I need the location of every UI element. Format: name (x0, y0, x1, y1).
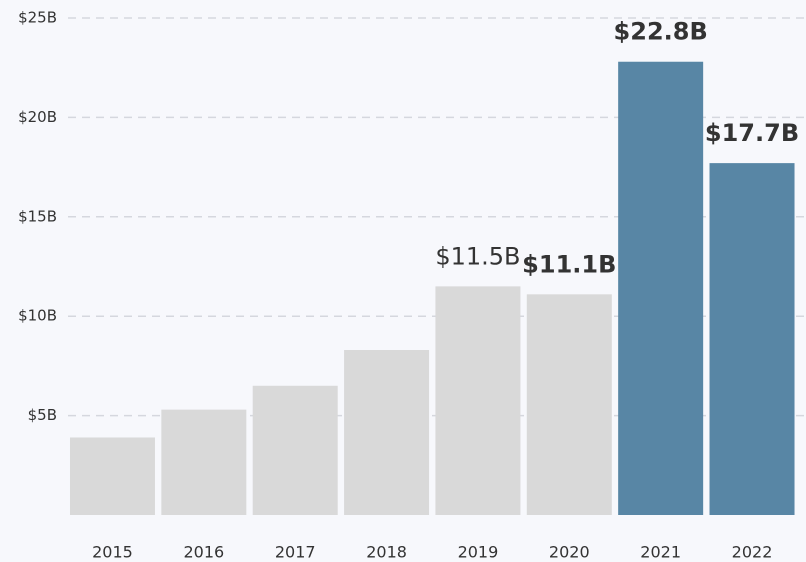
x-tick-label: 2015 (92, 543, 133, 562)
bar (69, 437, 155, 515)
y-tick-label: $15B (18, 207, 57, 225)
bar (709, 163, 795, 515)
bar (252, 385, 338, 515)
x-tick-label: 2017 (275, 543, 316, 562)
x-tick-label: 2021 (640, 543, 681, 562)
x-tick-label: 2016 (183, 543, 224, 562)
y-tick-label: $5B (28, 406, 57, 424)
bar (344, 349, 430, 515)
x-tick-label: 2018 (366, 543, 407, 562)
value-label: $11.5B (435, 242, 520, 270)
value-label: $22.8B (614, 18, 708, 46)
x-tick-label: 2019 (458, 543, 499, 562)
value-label: $11.1B (522, 250, 616, 278)
value-label: $17.7B (705, 119, 799, 147)
bar (435, 286, 521, 515)
y-tick-label: $10B (18, 307, 57, 325)
x-tick-label: 2022 (732, 543, 773, 562)
bar (618, 61, 704, 516)
x-tick-label: 2020 (549, 543, 590, 562)
y-tick-label: $20B (18, 108, 57, 126)
bar (526, 294, 612, 515)
y-tick-label: $25B (18, 9, 57, 27)
bar (161, 409, 247, 515)
